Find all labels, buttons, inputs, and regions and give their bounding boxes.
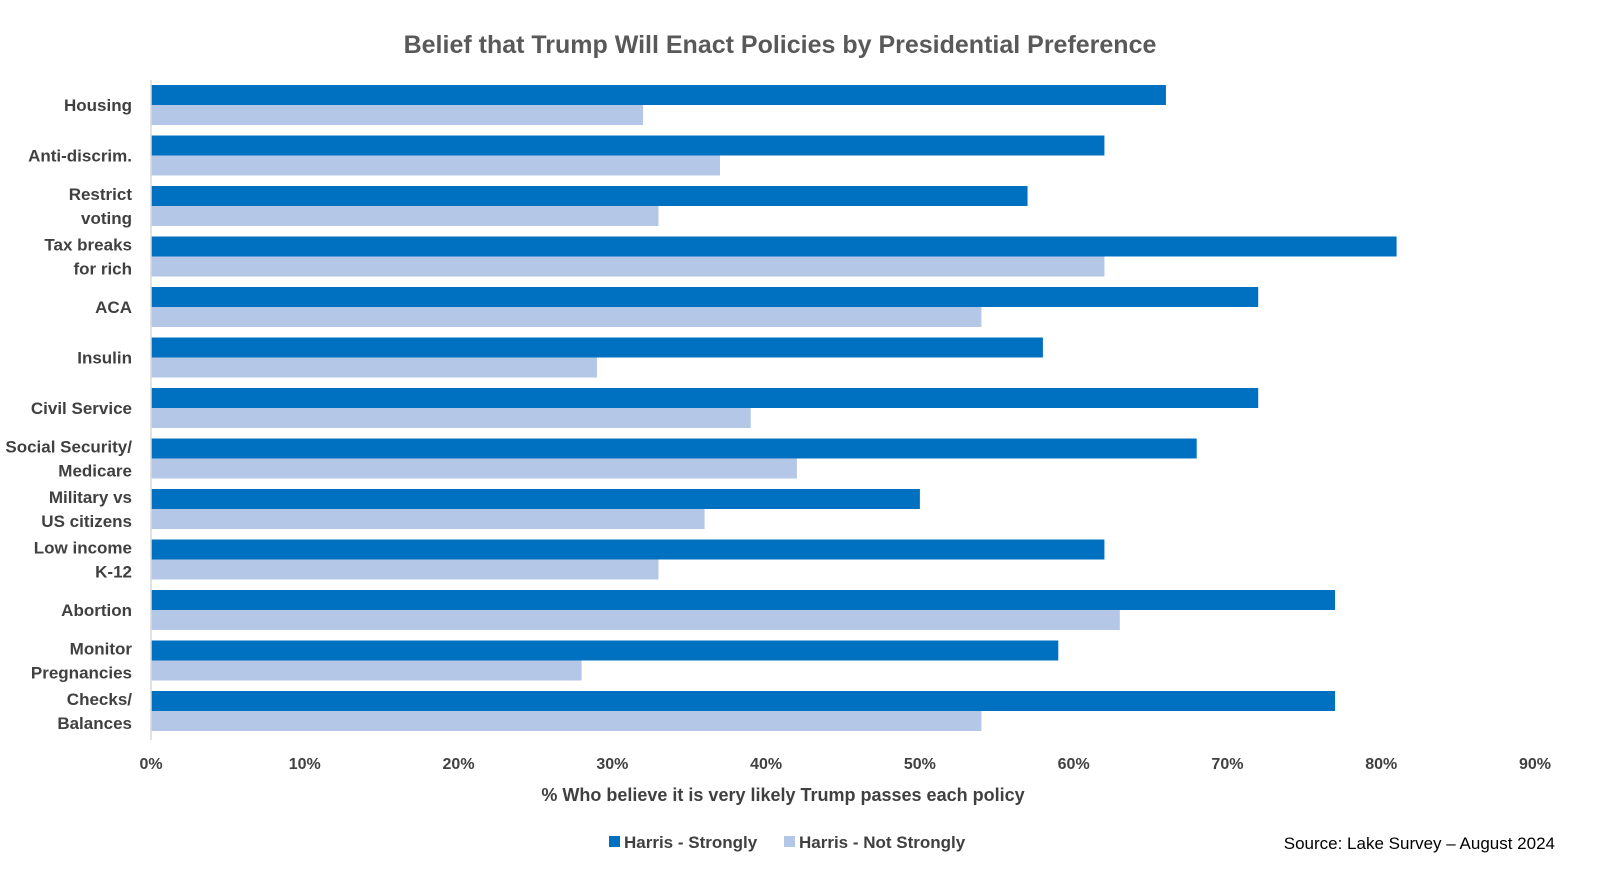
bar-not-strongly <box>151 610 1120 630</box>
bar-strongly <box>151 186 1028 206</box>
bar-not-strongly <box>151 458 797 479</box>
bar-not-strongly <box>151 711 982 731</box>
x-tick-label: 90% <box>1519 756 1551 773</box>
bar-not-strongly <box>151 105 644 125</box>
x-axis-title: % Who believe it is very likely Trump pa… <box>541 785 1024 805</box>
x-tick-label: 40% <box>750 756 782 773</box>
category-labels: Housing Anti-discrim. Restrict voting Tax br… <box>5 96 132 733</box>
x-tick-label: 80% <box>1365 756 1397 773</box>
bar-not-strongly <box>151 256 1105 277</box>
category-label: Anti-discrim. <box>28 147 132 166</box>
bar-not-strongly <box>151 660 582 681</box>
category-label: Tax breaks for rich <box>44 236 132 279</box>
bar-not-strongly <box>151 559 659 580</box>
category-label: Low income K-12 <box>34 539 132 582</box>
bar-strongly <box>151 236 1397 257</box>
bar-not-strongly <box>151 155 720 176</box>
bar-not-strongly <box>151 509 705 529</box>
bar-strongly <box>151 438 1197 459</box>
bars-group <box>151 85 1397 731</box>
x-tick-label: 30% <box>596 756 628 773</box>
x-tick-label: 10% <box>289 756 321 773</box>
legend-label-harris-strongly: Harris - Strongly <box>624 833 758 852</box>
category-label: Monitor Pregnancies <box>31 640 132 683</box>
bar-strongly <box>151 135 1105 156</box>
bar-strongly <box>151 539 1105 560</box>
category-label: Social Security/Medicare <box>5 438 132 481</box>
x-tick-label: 60% <box>1058 756 1090 773</box>
category-label: Restrict voting <box>69 185 133 228</box>
category-label: Civil Service <box>31 399 132 418</box>
x-tick-label: 20% <box>443 756 475 773</box>
x-tick-label: 0% <box>139 756 162 773</box>
category-label: Abortion <box>61 601 132 620</box>
bar-strongly <box>151 640 1059 661</box>
bar-strongly <box>151 489 920 509</box>
category-label: Housing <box>64 96 132 115</box>
bar-not-strongly <box>151 357 597 378</box>
legend-swatch-harris-not-strongly <box>784 836 795 847</box>
source-note: Source: Lake Survey – August 2024 <box>1284 834 1555 853</box>
bar-strongly <box>151 337 1043 358</box>
bar-strongly <box>151 85 1166 105</box>
x-tick-label: 50% <box>904 756 936 773</box>
bar-strongly <box>151 388 1259 408</box>
bar-strongly <box>151 590 1336 610</box>
category-label: Military vs US citizens <box>41 488 132 531</box>
category-label: ACA <box>95 298 132 317</box>
bar-strongly <box>151 691 1336 711</box>
chart-title: Belief that Trump Will Enact Policies by… <box>404 31 1157 59</box>
bar-not-strongly <box>151 307 982 327</box>
bar-not-strongly <box>151 408 751 428</box>
legend-swatch-harris-strongly <box>609 836 620 847</box>
bar-strongly <box>151 287 1259 307</box>
bar-not-strongly <box>151 206 659 226</box>
category-label: Checks/Balances <box>57 690 132 733</box>
category-label: Insulin <box>77 349 132 368</box>
legend-label-harris-not-strongly: Harris - Not Strongly <box>799 833 966 852</box>
legend: Harris - Strongly Harris - Not Strongly <box>609 833 966 852</box>
x-tick-labels: 0% 10% 20% 30% 40% 50% 60% 70% 80% 90% <box>139 756 1551 773</box>
x-tick-label: 70% <box>1211 756 1243 773</box>
